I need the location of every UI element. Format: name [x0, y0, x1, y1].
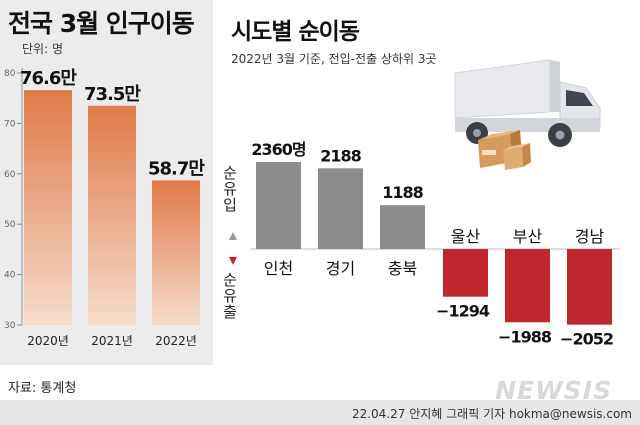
y-tick-label: 50: [4, 220, 16, 230]
bar-value-label: 1188: [382, 183, 423, 202]
bar-2022년: [152, 180, 200, 325]
bar-value-label: 58.7만: [148, 158, 205, 179]
x-category-label: 인천: [264, 259, 293, 278]
chart2-title: 시도별 순이동: [231, 19, 360, 45]
y-tick-label: 40: [4, 271, 16, 281]
y-tick-label: 60: [4, 170, 16, 180]
unit-label: 단위: 명: [22, 42, 63, 56]
bar-2020년: [24, 90, 72, 325]
source-note: 자료: 통계청: [8, 381, 77, 396]
bar-경기: [318, 168, 363, 249]
bar-경남: [567, 249, 612, 325]
credit-line: 22.04.27 안지혜 그래픽 기자 hokma@newsis.com: [351, 407, 632, 421]
y-tick-label: 30: [4, 321, 16, 331]
legend-outflow-label: 순유출: [223, 271, 237, 321]
x-category-label: 경기: [326, 259, 355, 278]
y-tick-label: 80: [4, 69, 16, 79]
bar-value-label: 76.6만: [20, 68, 77, 89]
bar-충북: [380, 205, 425, 249]
bar-울산: [443, 249, 488, 297]
inflow-arrow-icon: [229, 232, 237, 240]
legend-inflow-label: 순유입: [223, 164, 237, 214]
bar-value-label: −2052: [560, 330, 613, 349]
x-category-label: 충북: [388, 259, 417, 278]
x-category-label: 경남: [575, 227, 605, 246]
x-category-label: 2020년: [27, 334, 69, 348]
bar-인천: [256, 162, 301, 249]
bar-2021년: [88, 105, 136, 325]
bar-value-label: 2188: [320, 146, 361, 165]
x-category-label: 울산: [451, 227, 481, 246]
truck-illustration: [454, 59, 601, 170]
bar-value-label: −1988: [498, 327, 552, 346]
y-tick-label: 70: [4, 119, 16, 129]
x-category-label: 부산: [513, 227, 543, 246]
bar-value-label: 2360명: [251, 140, 306, 159]
chart-canvas: 80 70 60 50 40 30 76.6만 2020년 73.5만 2021년 58.7만 202…: [4, 59, 620, 349]
x-category-label: 2022년: [155, 334, 197, 348]
outflow-arrow-icon: [229, 257, 237, 265]
chart2-subtitle: 2022년 3월 기준, 전입-전출 상하위 3곳: [231, 52, 437, 66]
bar-부산: [505, 249, 550, 323]
x-category-label: 2021년: [91, 334, 133, 348]
newsis-logo: NEWSIS: [495, 376, 612, 405]
page-title: 전국 3월 인구이동: [8, 9, 195, 38]
bar-value-label: 73.5만: [84, 84, 141, 105]
bar-value-label: −1294: [436, 302, 490, 321]
footer-bar: [0, 400, 640, 425]
